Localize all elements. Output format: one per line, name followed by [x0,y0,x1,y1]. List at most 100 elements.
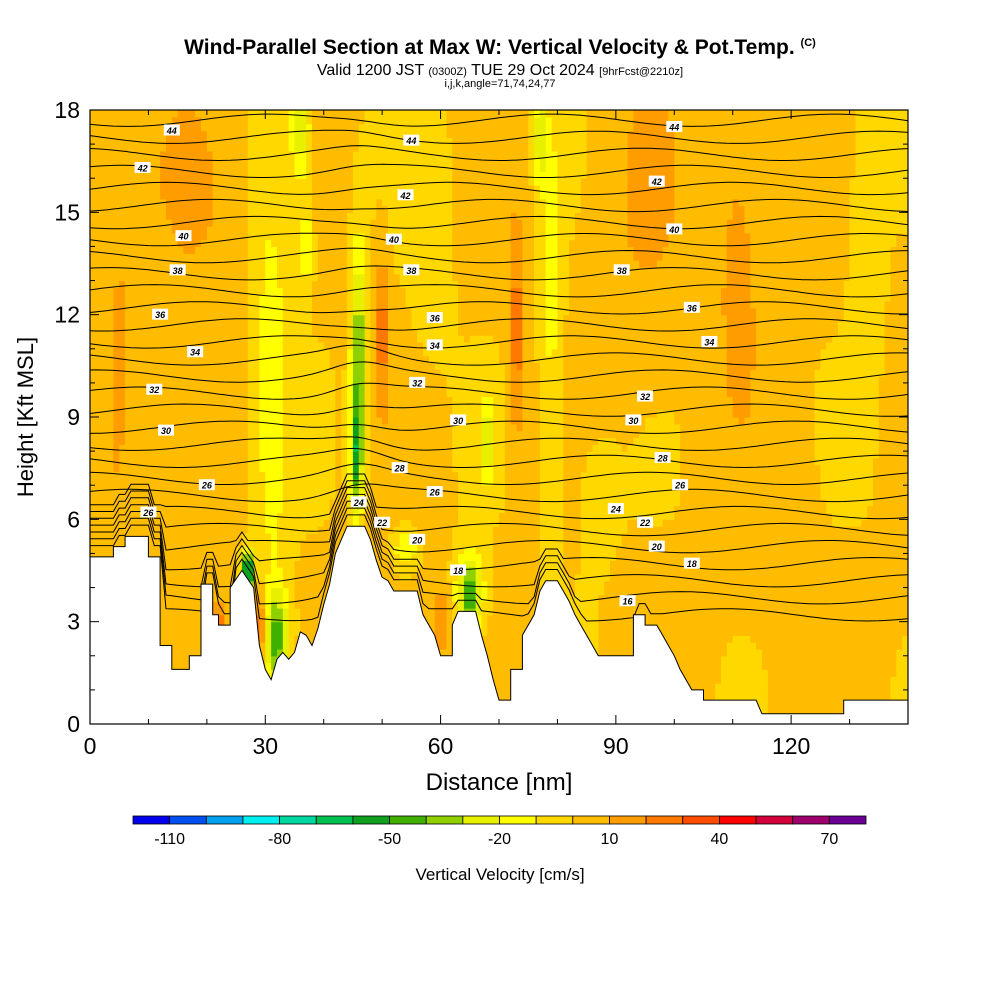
velocity-cell [142,464,150,473]
velocity-cell [247,239,255,248]
velocity-cell [323,185,331,193]
velocity-cell [323,273,331,282]
velocity-cell [107,532,114,541]
velocity-cell [165,519,173,527]
velocity-cell [90,457,97,466]
velocity-cell [259,341,266,350]
velocity-cell [317,219,325,227]
velocity-cell [95,232,103,241]
velocity-cell [259,287,266,295]
velocity-cell [323,478,331,486]
velocity-cell [335,382,342,391]
velocity-cell [399,498,407,507]
velocity-cell [317,362,325,370]
velocity-cell [154,437,161,445]
velocity-cell [387,260,395,268]
velocity-cell [90,505,97,514]
velocity-cell [154,512,161,520]
velocity-cell [376,116,383,125]
velocity-cell [195,423,202,432]
velocity-cell [119,144,126,152]
velocity-cell [119,307,126,316]
velocity-cell [160,294,167,302]
velocity-cell [399,273,407,282]
velocity-cell [335,185,342,193]
velocity-cell [101,512,109,520]
velocity-cell [265,662,272,671]
velocity-cell [247,341,255,350]
velocity-cell [113,471,120,479]
velocity-cell [312,444,319,452]
velocity-cell [212,219,220,227]
velocity-cell [329,471,336,479]
velocity-cell [370,157,377,166]
velocity-cell [393,355,401,364]
velocity-cell [288,403,296,411]
velocity-cell [201,389,208,398]
velocity-cell [294,485,301,493]
velocity-cell [253,376,261,384]
velocity-cell [177,396,185,404]
velocity-cell [265,266,272,275]
velocity-cell [171,587,179,595]
velocity-cell [341,253,348,261]
velocity-cell [387,341,395,350]
velocity-cell [399,328,407,336]
velocity-cell [393,560,401,568]
velocity-cell [265,239,272,248]
velocity-cell [382,478,389,486]
velocity-cell [136,294,144,302]
velocity-cell [370,389,377,398]
velocity-cell [241,485,249,493]
velocity-cell [312,219,319,227]
velocity-cell [224,355,231,364]
velocity-cell [165,485,173,493]
velocity-cell [259,239,266,248]
velocity-cell [317,376,325,384]
velocity-cell [352,171,360,179]
velocity-cell [276,369,284,377]
velocity-cell [165,280,173,288]
velocity-cell [165,246,173,254]
velocity-cell [376,362,383,370]
velocity-cell [300,273,307,282]
velocity-cell [236,110,243,118]
velocity-cell [329,321,336,329]
velocity-cell [171,546,179,555]
velocity-cell [265,655,272,664]
velocity-cell [136,389,144,398]
velocity-cell [358,328,366,336]
velocity-cell [282,403,290,411]
velocity-cell [382,444,389,452]
velocity-cell [107,314,114,323]
velocity-cell [148,294,155,302]
velocity-cell [382,150,389,159]
velocity-cell [306,614,313,623]
velocity-cell [206,457,214,466]
velocity-cell [195,642,202,650]
velocity-cell [154,464,161,473]
velocity-cell [358,123,366,132]
velocity-cell [171,648,179,657]
velocity-cell [341,150,348,159]
velocity-cell [253,171,261,179]
velocity-cell [300,560,307,568]
velocity-cell [306,253,313,261]
velocity-cell [294,205,301,213]
velocity-cell [142,130,150,138]
velocity-cell [347,362,354,370]
velocity-cell [288,171,296,179]
velocity-cell [317,348,325,357]
velocity-cell [154,273,161,282]
velocity-cell [335,341,342,350]
velocity-cell [317,307,325,316]
velocity-cell [189,601,196,609]
velocity-cell [265,608,272,616]
velocity-cell [393,225,401,234]
velocity-cell [411,498,418,507]
velocity-cell [218,273,225,282]
velocity-cell [218,219,225,227]
velocity-cell [201,348,208,357]
velocity-cell [364,471,372,479]
velocity-cell [370,328,377,336]
